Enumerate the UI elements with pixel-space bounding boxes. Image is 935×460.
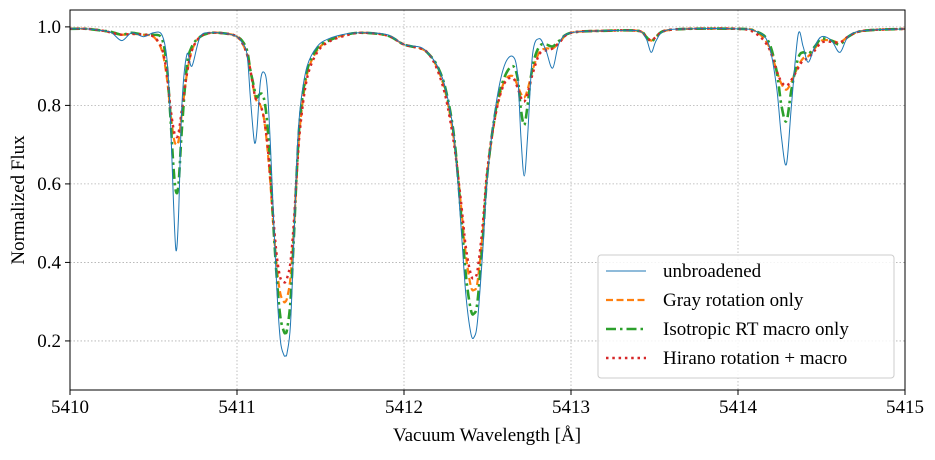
y-tick-label: 0.6 bbox=[37, 174, 61, 195]
ticks: 5410 5411 5412 5413 5414 5415 0.2 0.4 0.6 0.8 1.0 bbox=[37, 17, 924, 418]
legend-label: unbroadened bbox=[663, 261, 762, 282]
y-tick-label: 1.0 bbox=[37, 17, 61, 38]
x-tick-label: 5412 bbox=[385, 397, 423, 418]
y-tick-label: 0.8 bbox=[37, 95, 61, 116]
legend-label: Hirano rotation + macro bbox=[663, 348, 847, 369]
series-lines bbox=[70, 27, 905, 357]
y-tick-label: 0.4 bbox=[37, 252, 61, 273]
y-axis-label: Normalized Flux bbox=[8, 135, 29, 265]
series-line-hirano-rotation-macro bbox=[70, 27, 905, 284]
x-tick-label: 5410 bbox=[51, 397, 89, 418]
x-tick-label: 5414 bbox=[719, 397, 758, 418]
y-tick-label: 0.2 bbox=[37, 331, 61, 352]
legend: unbroadened Gray rotation only Isotropic R… bbox=[597, 254, 895, 379]
x-tick-label: 5411 bbox=[218, 397, 255, 418]
legend-label: Isotropic RT macro only bbox=[663, 319, 849, 340]
legend-box bbox=[597, 254, 895, 379]
legend-label: Gray rotation only bbox=[663, 290, 804, 311]
x-tick-label: 5415 bbox=[886, 397, 924, 418]
plot-frame bbox=[69, 9, 906, 391]
series-line-unbroadened bbox=[70, 28, 905, 357]
x-tick-label: 5413 bbox=[552, 397, 590, 418]
x-axis-label: Vacuum Wavelength [Å] bbox=[393, 425, 581, 446]
grid bbox=[69, 10, 906, 390]
